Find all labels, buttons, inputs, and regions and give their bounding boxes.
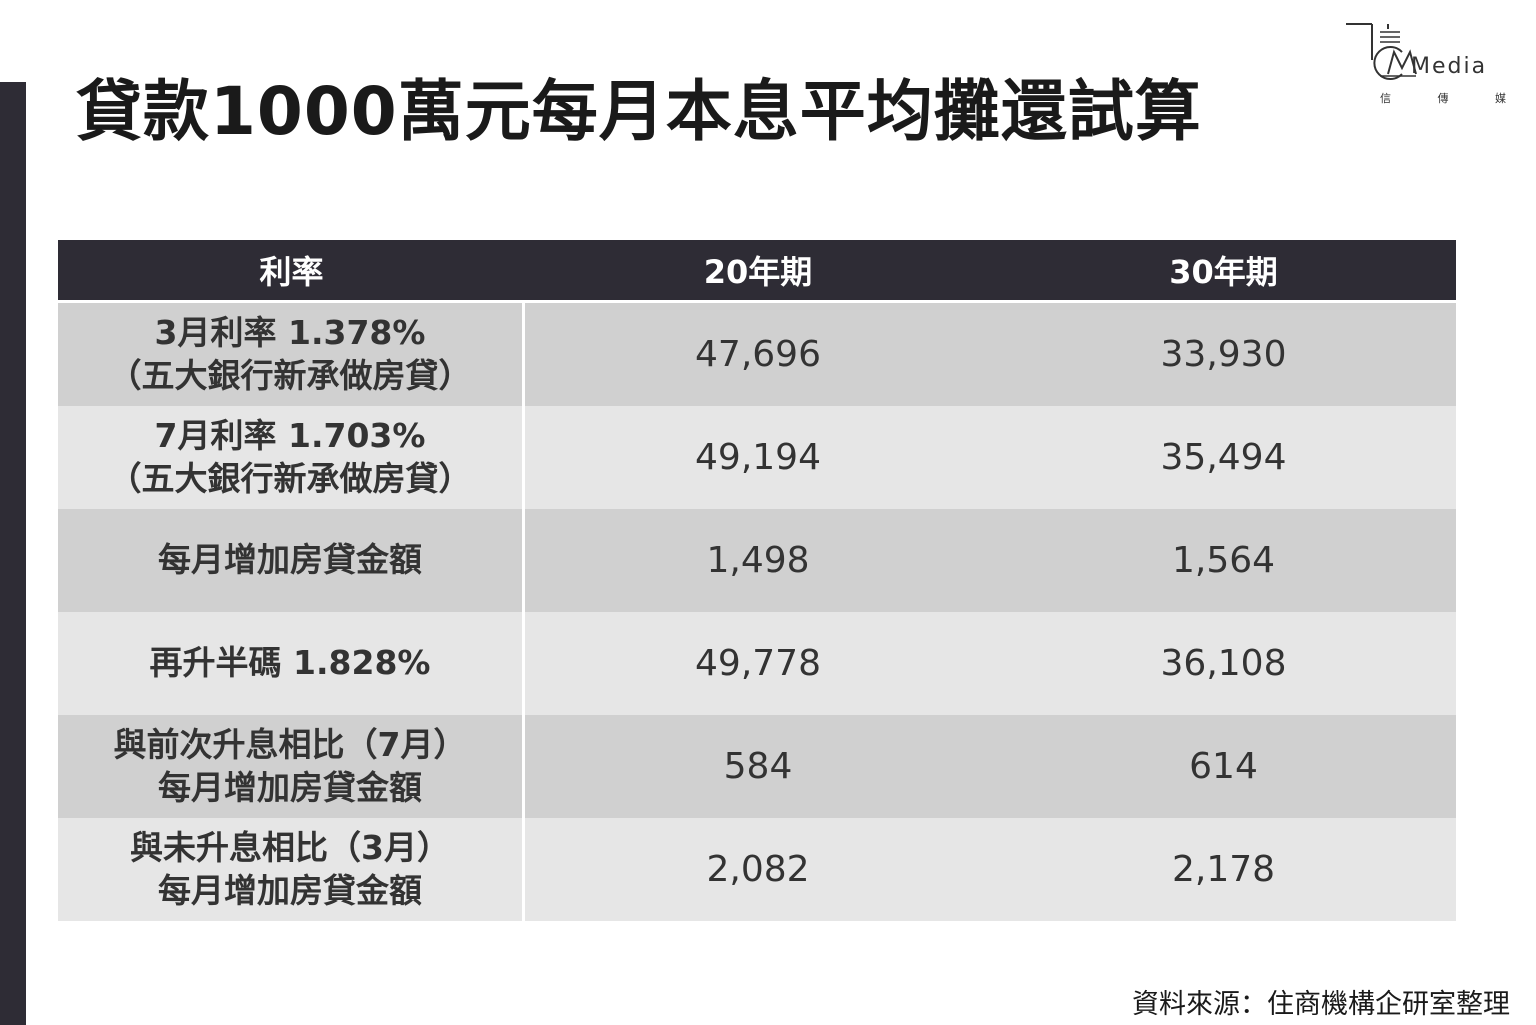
table-row: 每月增加房貸金額 1,498 1,564 (58, 509, 1456, 612)
value-30-year: 36,108 (1160, 643, 1287, 684)
left-accent-bar (0, 82, 26, 1025)
page-title: 貸款1000萬元每月本息平均攤還試算 (76, 73, 1202, 150)
logo-mark-icon (1346, 23, 1417, 80)
row-label: 再升半碼 1.828% (58, 612, 525, 715)
table-row: 與未升息相比（3月） 每月增加房貸金額 2,082 2,178 (58, 818, 1456, 921)
value-30-year: 35,494 (1160, 437, 1287, 478)
row-label: 與未升息相比（3月） 每月增加房貸金額 (58, 818, 525, 921)
value-30-year: 1,564 (1171, 540, 1276, 581)
row-label: 3月利率 1.378% （五大銀行新承做房貸） (58, 303, 525, 406)
header-rate: 利率 (259, 253, 324, 291)
logo-sub-char: 信 (1380, 92, 1391, 105)
table-row: 與前次升息相比（7月） 每月增加房貸金額 584 614 (58, 715, 1456, 818)
value-20-year: 1,498 (706, 540, 810, 581)
logo-subtitle: 信 傳 媒 (1380, 90, 1506, 106)
value-20-year: 49,194 (695, 437, 821, 478)
loan-payment-table: 利率 20年期 30年期 3月利率 1.378% （五大銀行新承做房貸） 47,… (58, 240, 1456, 921)
logo-sub-char: 傳 (1437, 92, 1449, 105)
value-20-year: 584 (723, 746, 793, 787)
value-20-year: 47,696 (695, 334, 821, 375)
row-label: 每月增加房貸金額 (58, 509, 525, 612)
logo-sub-char: 媒 (1495, 92, 1506, 105)
logo-word: Media (1411, 54, 1488, 79)
header-30-year: 30年期 (1169, 253, 1278, 291)
value-30-year: 614 (1189, 746, 1258, 787)
table-row: 3月利率 1.378% （五大銀行新承做房貸） 47,696 33,930 (58, 303, 1456, 406)
value-20-year: 49,778 (695, 643, 821, 684)
table-row: 再升半碼 1.828% 49,778 36,108 (58, 612, 1456, 715)
source-note: 資料來源：住商機構企研室整理 (1132, 989, 1510, 1020)
table-header: 利率 20年期 30年期 (58, 240, 1456, 303)
cm-media-logo: Media 信 傳 媒 (1344, 20, 1514, 110)
value-30-year: 2,178 (1171, 849, 1276, 890)
header-20-year: 20年期 (703, 253, 813, 291)
row-label: 7月利率 1.703% （五大銀行新承做房貸） (58, 406, 525, 509)
table-row: 7月利率 1.703% （五大銀行新承做房貸） 49,194 35,494 (58, 406, 1456, 509)
value-20-year: 2,082 (706, 849, 810, 890)
row-label: 與前次升息相比（7月） 每月增加房貸金額 (58, 715, 525, 818)
value-30-year: 33,930 (1160, 334, 1287, 375)
